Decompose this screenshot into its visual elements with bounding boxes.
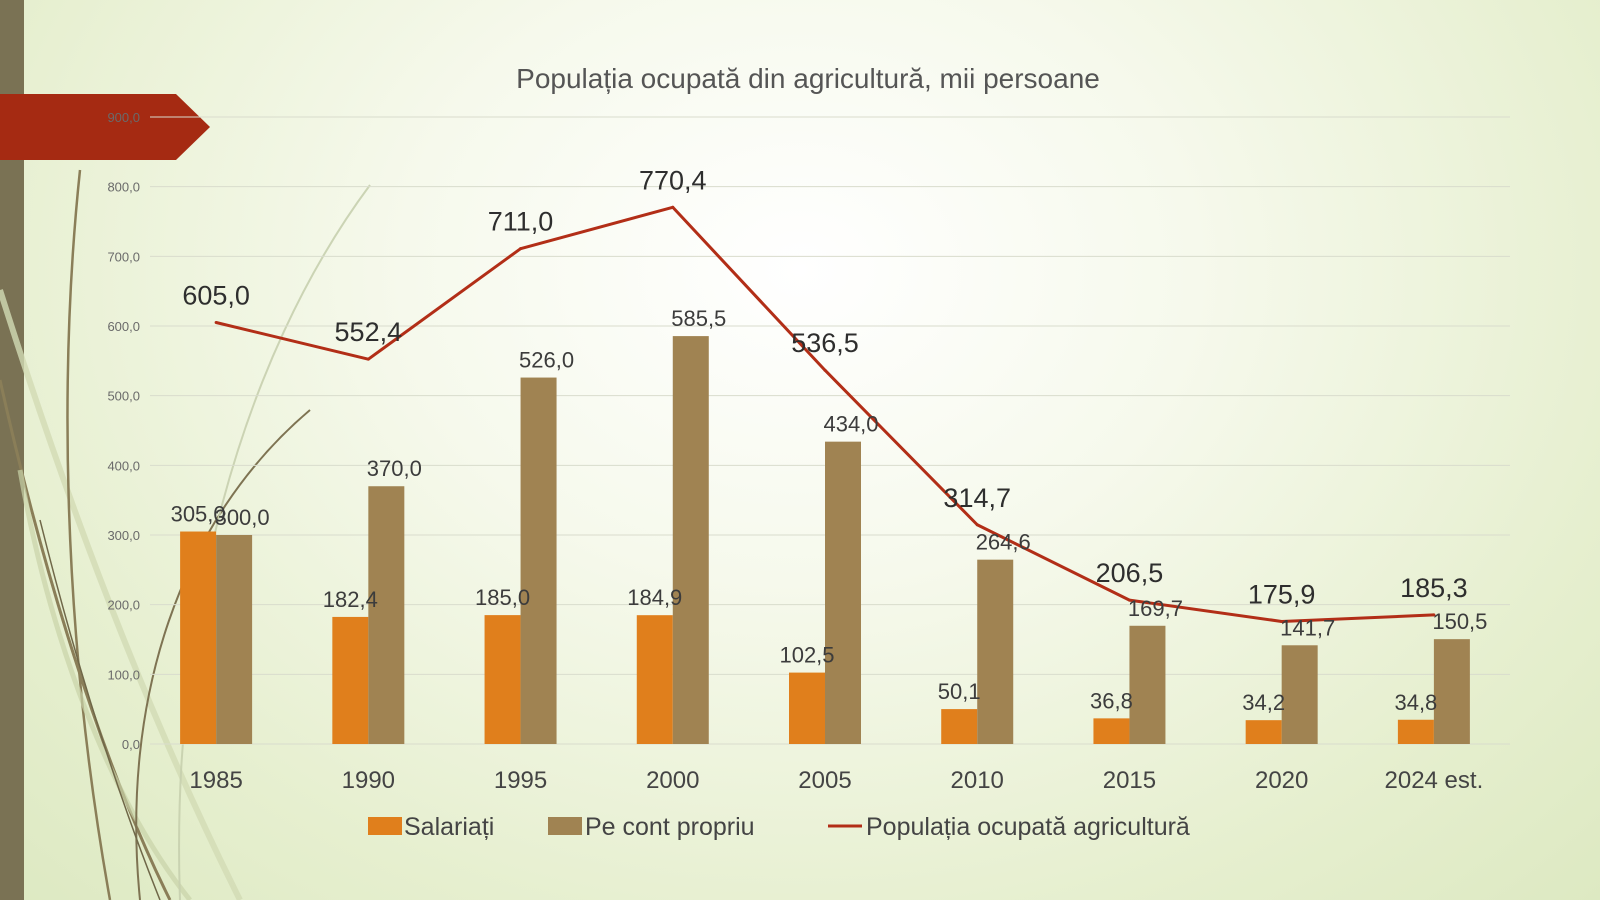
x-tick-label: 1985 (189, 767, 242, 794)
y-tick-label: 900,0 (107, 110, 140, 125)
x-tick-label: 2024 est. (1385, 767, 1484, 794)
line-point (214, 321, 218, 325)
data-label-populatia: 605,0 (182, 281, 250, 311)
x-axis: 1985 1990 1995 2000 2005 2010 2015 2020 2024 est… (189, 767, 1483, 794)
data-label-pe-cont-propriu: 169,7 (1128, 596, 1183, 621)
legend-label-populatia: Populația ocupată agricultură (866, 813, 1190, 841)
bar-salariati (484, 615, 521, 744)
line-point (823, 368, 827, 372)
y-axis: 0,0 100,0 200,0 300,0 400,0 500,0 600,0 700,0 80… (107, 110, 140, 752)
data-label-salariati: 184,9 (627, 585, 682, 610)
bar-pe-cont-propriu (520, 377, 557, 744)
line-point (1127, 598, 1131, 602)
bar-salariati (1397, 719, 1434, 744)
data-label-populatia: 711,0 (488, 207, 554, 237)
bar-salariati (1245, 720, 1282, 744)
data-label-populatia: 185,3 (1400, 573, 1468, 603)
data-label-salariati: 34,8 (1394, 690, 1437, 715)
x-tick-label: 1990 (342, 767, 395, 794)
legend-swatch-salariati (368, 817, 402, 835)
data-label-pe-cont-propriu: 434,0 (823, 412, 878, 437)
y-tick-label: 100,0 (107, 667, 140, 682)
data-label-pe-cont-propriu: 585,5 (671, 306, 726, 331)
line-point (671, 205, 675, 209)
y-tick-label: 600,0 (107, 319, 140, 334)
data-label-populatia: 770,4 (639, 165, 707, 195)
chart-title: Populația ocupată din agricultură, mii p… (516, 63, 1100, 94)
legend-label-salariati: Salariați (404, 813, 494, 841)
data-label-salariati: 185,0 (475, 585, 530, 610)
title-accent-tab (0, 94, 210, 160)
bar-salariati (789, 672, 825, 744)
line-series (214, 205, 1436, 623)
line-point (519, 247, 523, 251)
line-point (366, 357, 370, 361)
data-label-salariati: 182,4 (323, 587, 378, 612)
data-label-salariati: 34,2 (1242, 690, 1285, 715)
y-tick-label: 200,0 (107, 598, 140, 613)
x-tick-label: 2000 (646, 767, 699, 794)
bar-salariati (941, 709, 978, 744)
y-tick-label: 800,0 (107, 180, 140, 195)
y-tick-label: 400,0 (107, 458, 140, 473)
legend: Salariați Pe cont propriu Populația ocupat… (368, 813, 1190, 841)
bar-pe-cont-propriu (1433, 639, 1470, 744)
data-label-pe-cont-propriu: 264,6 (976, 530, 1031, 555)
data-label-pe-cont-propriu: 370,0 (367, 456, 422, 481)
legend-label-pe-cont-propriu: Pe cont propriu (585, 813, 755, 841)
data-label-pe-cont-propriu: 300,0 (215, 505, 270, 530)
x-tick-label: 2015 (1103, 767, 1156, 794)
y-tick-label: 700,0 (107, 249, 140, 264)
line-point (1432, 613, 1436, 617)
bar-pe-cont-propriu (672, 336, 709, 744)
bar-salariati (180, 531, 217, 744)
bar-pe-cont-propriu (368, 486, 405, 744)
data-label-pe-cont-propriu: 526,0 (519, 348, 574, 373)
y-tick-label: 500,0 (107, 389, 140, 404)
data-label-populatia: 206,5 (1096, 558, 1164, 588)
data-label-salariati: 102,5 (779, 643, 834, 668)
line-point (975, 523, 979, 527)
x-tick-label: 1995 (494, 767, 547, 794)
data-label-salariati: 50,1 (938, 679, 981, 704)
bar-pe-cont-propriu (977, 559, 1014, 744)
x-tick-label: 2005 (798, 767, 851, 794)
data-label-pe-cont-propriu: 150,5 (1432, 609, 1487, 634)
data-label-populatia: 175,9 (1248, 579, 1316, 609)
bar-pe-cont-propriu (216, 535, 253, 744)
data-label-salariati: 305,0 (171, 502, 226, 527)
x-tick-label: 2020 (1255, 767, 1308, 794)
bar-pe-cont-propriu (825, 441, 861, 744)
line-point (1280, 619, 1284, 623)
data-label-pe-cont-propriu: 141,7 (1280, 615, 1335, 640)
bar-salariati (332, 616, 369, 744)
data-label-populatia: 314,7 (943, 483, 1011, 513)
data-label-populatia: 536,5 (791, 328, 859, 358)
data-label-populatia: 552,4 (335, 317, 403, 347)
x-tick-label: 2010 (951, 767, 1004, 794)
bar-salariati (1093, 718, 1130, 744)
legend-swatch-pe-cont-propriu (548, 817, 582, 835)
y-tick-label: 0,0 (122, 737, 140, 752)
bar-salariati (636, 615, 673, 744)
data-label-salariati: 36,8 (1090, 688, 1133, 713)
bar-pe-cont-propriu (1281, 645, 1318, 744)
bars (180, 336, 1470, 744)
bar-pe-cont-propriu (1129, 625, 1166, 744)
y-tick-label: 300,0 (107, 528, 140, 543)
